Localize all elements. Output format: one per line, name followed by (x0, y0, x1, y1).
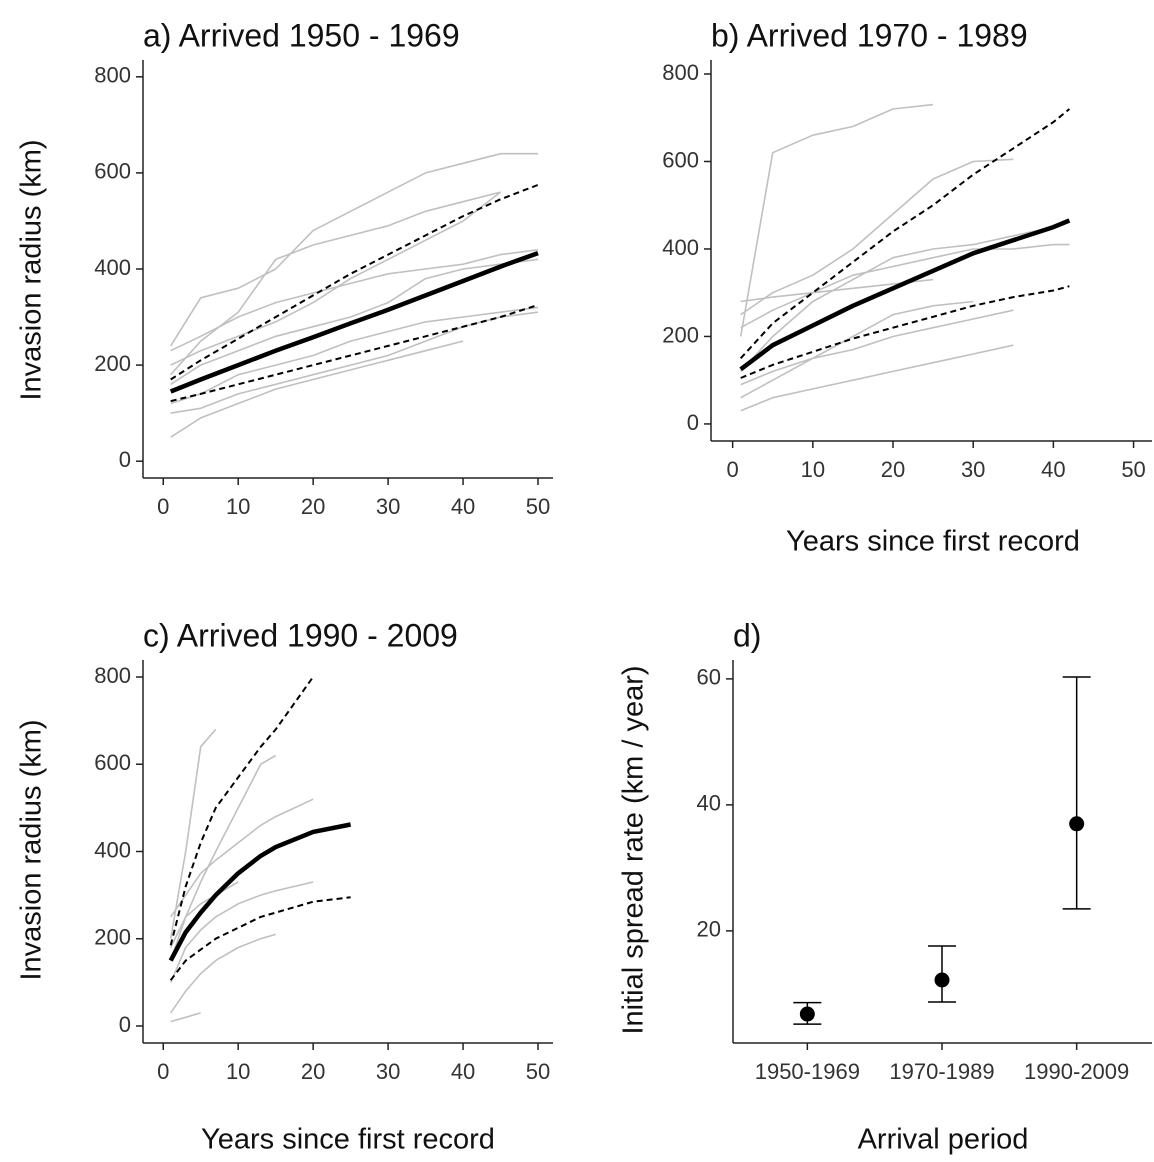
trajectory (740, 300, 974, 399)
trajectory (170, 191, 501, 376)
x-tick-label: 50 (526, 1059, 550, 1084)
trajectory (170, 1012, 201, 1023)
trajectory (170, 258, 539, 385)
fit-line (739, 218, 1071, 372)
trajectory (740, 309, 1014, 386)
ci-line (170, 183, 539, 381)
ci-line (170, 304, 539, 403)
trajectory (170, 933, 276, 1014)
panel-title: b) Arrived 1970 - 1989 (711, 17, 1028, 53)
x-tick-label: 1970-1989 (889, 1059, 994, 1084)
trajectory (170, 311, 539, 414)
trajectory (740, 243, 1070, 329)
ci-line (169, 676, 314, 946)
y-axis-label: Initial spread rate (km / year) (618, 665, 650, 1034)
x-tick-label: 0 (157, 494, 169, 519)
x-tick-label: 0 (727, 457, 739, 482)
fit-line (168, 822, 352, 962)
y-tick-label: 600 (94, 750, 131, 775)
y-tick-label: 20 (697, 917, 721, 942)
y-tick-label: 600 (94, 159, 131, 184)
trajectory (169, 728, 217, 939)
trajectory (170, 798, 314, 918)
trajectory (170, 340, 464, 438)
y-tick-label: 0 (119, 1012, 131, 1037)
y-tick-label: 0 (687, 410, 699, 435)
x-tick-label: 10 (801, 457, 825, 482)
x-axis-label: Years since first record (201, 1124, 495, 1156)
x-tick-label: 20 (301, 1059, 325, 1084)
y-tick-label: 800 (94, 63, 131, 88)
x-tick-label: 30 (376, 494, 400, 519)
panel-title: d) (733, 617, 761, 653)
y-tick-label: 40 (697, 791, 721, 816)
x-tick-label: 10 (226, 494, 250, 519)
x-tick-label: 50 (526, 494, 550, 519)
x-tick-label: 40 (451, 1059, 475, 1084)
x-tick-label: 40 (451, 494, 475, 519)
x-tick-label: 30 (961, 457, 985, 482)
x-tick-label: 50 (1121, 457, 1145, 482)
ci-line (169, 896, 351, 981)
x-axis-label: Years since first record (786, 526, 1080, 558)
trajectory (740, 344, 1014, 412)
x-tick-label: 0 (157, 1059, 169, 1084)
x-tick-label: 10 (226, 1059, 250, 1084)
y-axis-label: Invasion radius (km) (16, 139, 48, 400)
x-tick-label: 20 (301, 494, 325, 519)
panel-title: a) Arrived 1950 - 1969 (143, 17, 460, 53)
ci-line (739, 108, 1071, 359)
trajectory (740, 226, 1054, 372)
ci-line (740, 285, 1070, 379)
panel-title: c) Arrived 1990 - 2009 (143, 617, 458, 653)
trajectory (170, 306, 539, 405)
y-tick-label: 800 (662, 60, 699, 85)
x-axis-label: Arrival period (858, 1124, 1029, 1156)
y-tick-label: 200 (662, 322, 699, 347)
fit-line (169, 250, 539, 394)
y-tick-label: 400 (94, 255, 131, 280)
point (799, 1006, 815, 1022)
y-tick-label: 400 (94, 837, 131, 862)
y-tick-label: 60 (697, 665, 721, 690)
trajectory (170, 191, 501, 366)
x-tick-label: 1950-1969 (755, 1059, 860, 1084)
y-axis-label: Invasion radius (km) (16, 719, 48, 980)
y-tick-label: 400 (662, 235, 699, 260)
y-tick-label: 200 (94, 925, 131, 950)
y-tick-label: 0 (119, 447, 131, 472)
x-tick-label: 30 (376, 1059, 400, 1084)
trajectory (739, 103, 934, 337)
point (934, 972, 950, 988)
y-tick-label: 600 (662, 147, 699, 172)
y-tick-label: 800 (94, 663, 131, 688)
x-tick-label: 40 (1041, 457, 1065, 482)
x-tick-label: 1990-2009 (1024, 1059, 1129, 1084)
y-tick-label: 200 (94, 351, 131, 376)
trajectory (170, 152, 538, 347)
point (1069, 816, 1085, 832)
trajectory (169, 881, 314, 983)
trajectory (740, 158, 1014, 316)
x-tick-label: 20 (881, 457, 905, 482)
trajectory (170, 249, 539, 352)
